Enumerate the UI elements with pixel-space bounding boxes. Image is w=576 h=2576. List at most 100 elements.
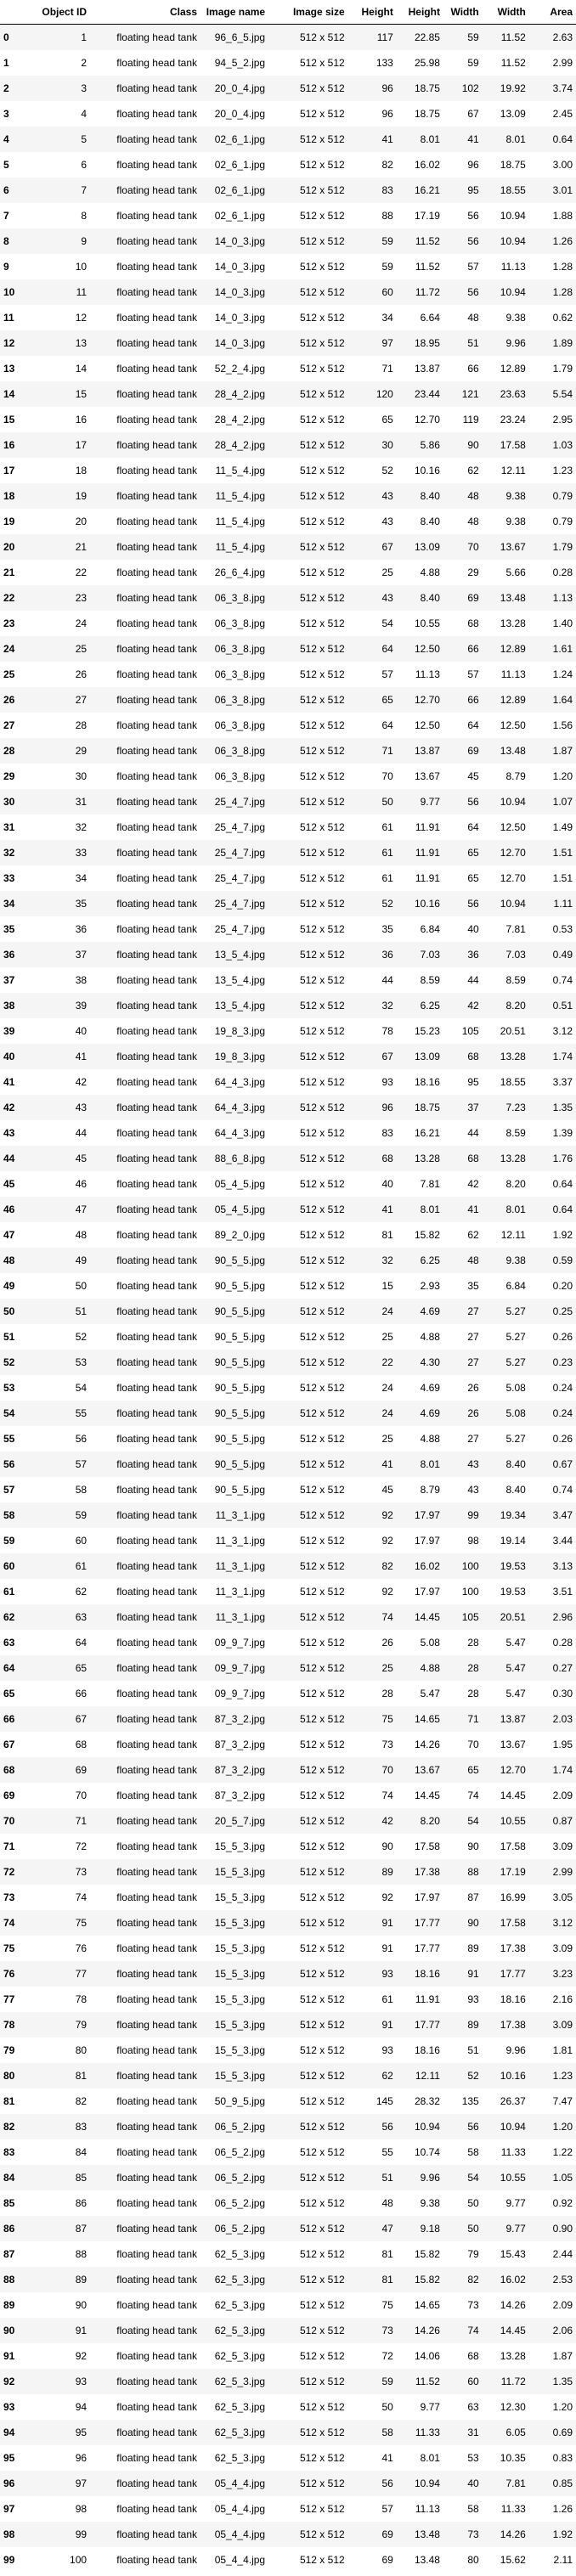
class-cell: floating head tank	[116, 897, 198, 910]
width-m-cell: 11.72	[500, 2375, 526, 2387]
width-px-cell: 56	[467, 209, 479, 222]
area-cell: 2.95	[552, 413, 573, 426]
row-index: 33	[3, 871, 15, 884]
row-index: 3	[3, 107, 9, 120]
height-m-cell: 16.21	[414, 183, 440, 196]
row-index: 77	[3, 1993, 15, 2005]
class-cell: floating head tank	[116, 1942, 198, 1954]
image-size-cell: 512 x 512	[299, 234, 345, 247]
image-size-cell: 512 x 512	[299, 2502, 345, 2515]
object-id-cell: 2	[81, 56, 88, 69]
image-size-cell: 512 x 512	[299, 1763, 345, 1776]
table-row: 22 23 floating head tank 06_3_8.jpg 512 x 51…	[0, 584, 576, 611]
row-index: 52	[3, 1356, 15, 1368]
table-row: 29 30 floating head tank 06_3_8.jpg 512 x 51…	[0, 764, 576, 789]
width-m-cell: 8.20	[505, 1177, 526, 1190]
area-cell: 1.95	[552, 1738, 573, 1750]
image-name-cell: 90_5_5.jpg	[214, 1330, 266, 1343]
image-size-cell: 512 x 512	[299, 2196, 345, 2209]
height-px-cell: 56	[381, 2477, 393, 2489]
index-header	[0, 0, 31, 25]
image-size-cell: 512 x 512	[299, 1967, 345, 1980]
row-index: 91	[3, 2349, 15, 2362]
height-px-cell: 32	[381, 1254, 393, 1266]
row-index: 97	[3, 2502, 15, 2515]
height-m-cell: 13.87	[414, 744, 440, 757]
width-m-cell: 5.08	[505, 1381, 526, 1394]
image-name-cell: 11_5_4.jpg	[215, 515, 266, 527]
class-cell: floating head tank	[116, 2528, 198, 2540]
image-size-cell: 512 x 512	[299, 1075, 345, 1088]
width-px-cell: 48	[467, 489, 479, 502]
image-size-cell: 512 x 512	[299, 2451, 345, 2464]
row-index: 40	[3, 1050, 15, 1063]
table-row: 60 61 floating head tank 11_3_1.jpg 512 x 51…	[0, 1553, 576, 1579]
object-id-cell: 25	[75, 642, 88, 655]
image-size-cell: 512 x 512	[299, 973, 345, 986]
height-px-cell: 92	[381, 1508, 393, 1521]
image-name-cell: 90_5_5.jpg	[214, 1356, 266, 1368]
height-m-cell: 8.01	[420, 1203, 440, 1215]
area-cell: 1.07	[552, 795, 573, 808]
image-size-cell: 512 x 512	[299, 693, 345, 706]
image-name-cell: 28_4_2.jpg	[214, 387, 266, 400]
area-cell: 2.99	[552, 1865, 573, 1878]
width-m-cell: 19.92	[500, 82, 526, 94]
image-name-cell: 14_0_3.jpg	[214, 234, 266, 247]
image-size-cell: 512 x 512	[299, 1559, 345, 1572]
image-size-cell: 512 x 512	[299, 336, 345, 349]
image-size-cell: 512 x 512	[299, 82, 345, 94]
row-index: 87	[3, 2247, 15, 2260]
width-px-cell: 27	[467, 1432, 479, 1445]
row-index: 10	[3, 285, 15, 298]
width-m-cell: 12.89	[500, 642, 526, 655]
row-index: 85	[3, 2196, 15, 2209]
object-id-cell: 78	[75, 1993, 88, 2005]
width-m-cell: 13.87	[500, 1712, 526, 1725]
height-px-cell: 92	[381, 1585, 393, 1598]
image-name-cell: 15_5_3.jpg	[214, 1840, 266, 1852]
object-id-cell: 65	[75, 1661, 88, 1674]
width-px-cell: 56	[467, 2120, 479, 2133]
area-cell: 0.64	[552, 1203, 573, 1215]
height-m-cell: 15.82	[414, 2273, 440, 2286]
height-px-cell: 93	[381, 1075, 393, 1088]
row-index: 26	[3, 693, 15, 706]
object-id-cell: 36	[75, 922, 88, 935]
height-px-cell: 43	[381, 489, 393, 502]
row-index: 58	[3, 1508, 15, 1521]
area-cell: 5.54	[552, 387, 573, 400]
height-m-cell: 4.88	[420, 1330, 440, 1343]
image-name-cell: 90_5_5.jpg	[214, 1432, 266, 1445]
object-id-cell: 81	[75, 2069, 88, 2082]
object-id-cell: 91	[75, 2324, 88, 2336]
row-index: 4	[3, 132, 9, 145]
height-m-cell: 11.72	[415, 285, 440, 298]
object-id-cell: 55	[75, 1406, 88, 1419]
row-index: 5	[3, 158, 9, 171]
row-index: 56	[3, 1457, 15, 1470]
image-size-cell: 512 x 512	[299, 1024, 345, 1037]
height-px-cell: 70	[381, 1763, 393, 1776]
area-cell: 1.35	[552, 1101, 573, 1113]
table-row: 77 78 floating head tank 15_5_3.jpg 512 x 51…	[0, 1987, 576, 2012]
width-px-cell: 73	[467, 2528, 479, 2540]
area-cell: 0.28	[552, 1636, 573, 1649]
area-cell: 0.74	[552, 973, 573, 986]
area-cell: 0.51	[552, 999, 573, 1012]
height-m-cell: 11.91	[415, 871, 440, 884]
image-name-cell: 06_3_8.jpg	[214, 668, 266, 680]
height-m-cell: 11.91	[415, 820, 440, 833]
image-size-cell: 512 x 512	[299, 642, 345, 655]
row-index: 42	[3, 1101, 15, 1113]
height-px-cell: 68	[381, 1152, 393, 1164]
width-px-cell: 95	[467, 1075, 479, 1088]
image-size-cell: 512 x 512	[299, 1203, 345, 1215]
image-name-cell: 25_4_7.jpg	[214, 897, 266, 910]
area-cell: 2.09	[552, 2298, 573, 2311]
class-cell: floating head tank	[116, 158, 198, 171]
row-index: 24	[3, 642, 15, 655]
table-row: 66 67 floating head tank 87_3_2.jpg 512 x 51…	[0, 1705, 576, 1732]
table-row: 89 90 floating head tank 62_5_3.jpg 512 x 51…	[0, 2292, 576, 2318]
object-id-cell: 98	[75, 2502, 88, 2515]
